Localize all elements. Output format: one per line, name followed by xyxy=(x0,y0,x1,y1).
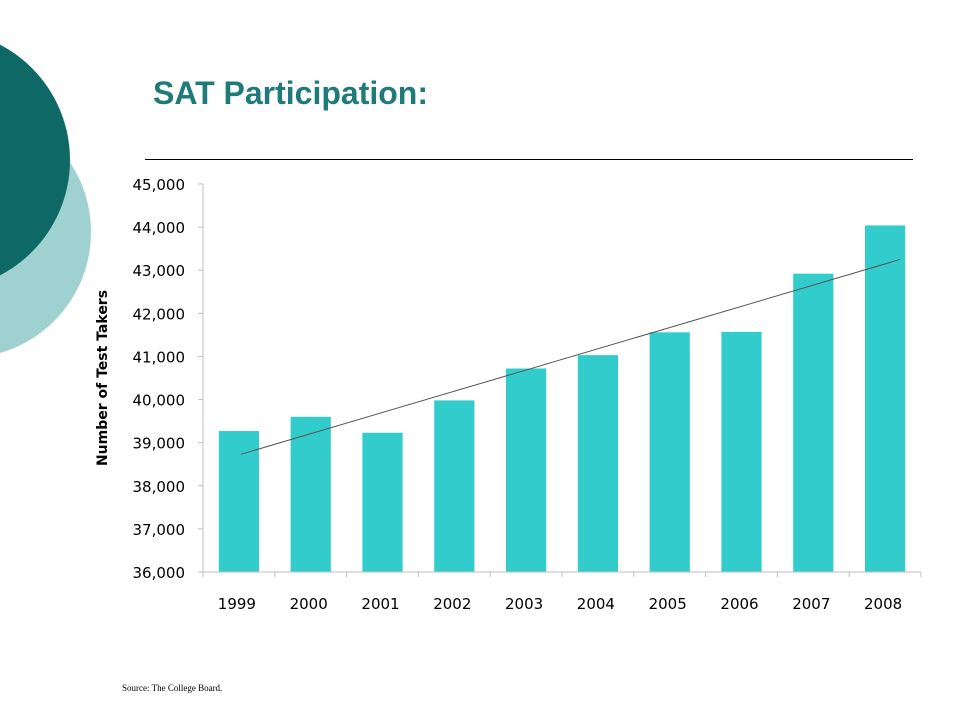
x-tick-label: 2002 xyxy=(433,595,471,613)
y-tick-label: 45,000 xyxy=(133,176,186,194)
y-tick-label: 40,000 xyxy=(133,392,186,410)
x-tick-label: 1999 xyxy=(218,595,256,613)
source-note: Source: The College Board. xyxy=(122,683,223,693)
trend-line xyxy=(240,258,901,455)
title-divider xyxy=(145,159,913,160)
y-tick-label: 41,000 xyxy=(133,348,186,366)
x-tick-label: 2006 xyxy=(720,595,758,613)
bar-2002 xyxy=(434,400,475,572)
y-ticks: 36,000 37,000 38,000 39,000 40,000 41,000 42,0… xyxy=(133,176,203,582)
x-tick-label: 2000 xyxy=(290,595,328,613)
x-tick-label: 2008 xyxy=(864,595,902,613)
x-tick-label: 2005 xyxy=(649,595,687,613)
x-tick-label: 2007 xyxy=(792,595,830,613)
bars-layer xyxy=(218,225,906,573)
y-tick-label: 42,000 xyxy=(133,305,186,323)
y-tick-label: 44,000 xyxy=(133,219,186,237)
dark-teal-circle xyxy=(0,44,70,276)
y-tick-label: 43,000 xyxy=(133,262,186,280)
x-ticks: 1999 2000 2001 2002 2003 2004 2005 2006 2007 2008 xyxy=(202,572,922,613)
x-tick-label: 2001 xyxy=(361,595,399,613)
y-tick-label: 36,000 xyxy=(133,564,186,582)
bar-2001 xyxy=(362,432,403,572)
bar-2003 xyxy=(505,368,547,572)
bar-1999 xyxy=(218,431,260,572)
bar-2007 xyxy=(793,273,834,572)
bar-2004 xyxy=(577,355,619,572)
y-tick-label: 38,000 xyxy=(133,478,186,496)
x-tick-label: 2003 xyxy=(505,595,543,613)
y-axis-label: Number of Test Takers xyxy=(95,290,111,466)
slide-title: SAT Participation: xyxy=(153,75,428,111)
bar-2005 xyxy=(649,332,690,572)
bar-2008 xyxy=(864,225,906,573)
y-tick-label: 37,000 xyxy=(133,521,186,539)
x-tick-label: 2004 xyxy=(577,595,615,613)
y-tick-label: 39,000 xyxy=(133,435,186,453)
bar-2006 xyxy=(721,331,762,572)
bar-2000 xyxy=(290,416,331,572)
